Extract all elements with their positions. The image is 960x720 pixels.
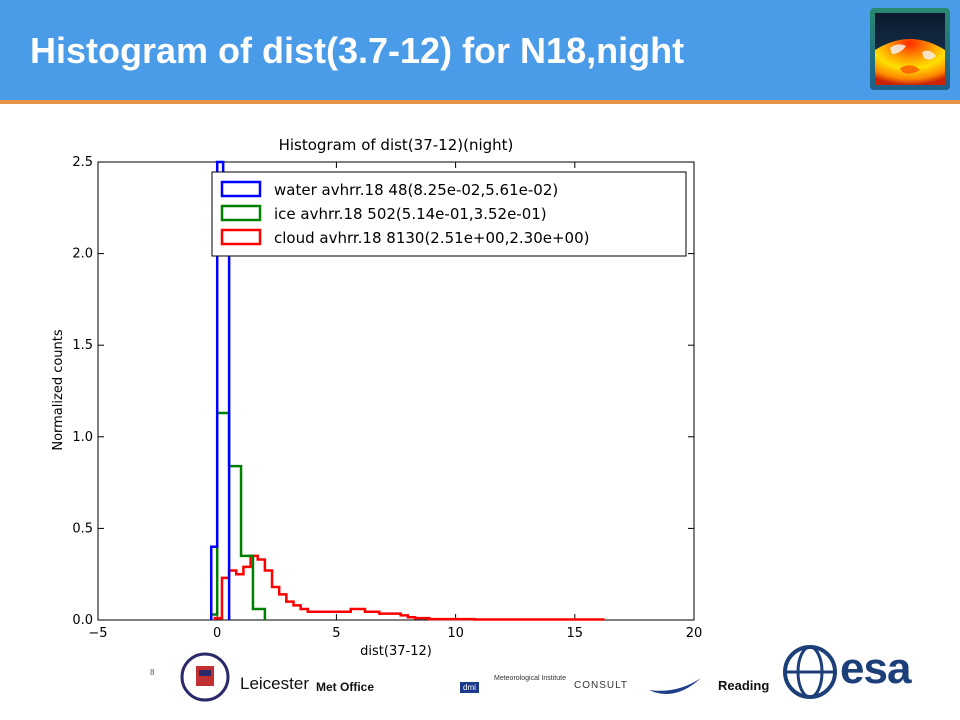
y-tick-label: 2.0 (72, 247, 93, 262)
x-tick-label: 5 (332, 626, 340, 641)
histogram-chart: Histogram of dist(37-12)(night) Normaliz… (40, 128, 720, 668)
met-office-logo: Met Office (316, 680, 375, 694)
histogram-series-1 (209, 411, 267, 620)
globe-logo-icon (870, 8, 950, 90)
slide-number: 8 (150, 668, 155, 677)
swoosh-logo-icon (649, 678, 701, 694)
edinburgh-crest-icon (180, 652, 230, 702)
y-tick-label: 2.5 (72, 155, 93, 170)
x-tick-label: 10 (447, 626, 464, 641)
legend-swatch (220, 204, 262, 222)
legend-swatch (220, 228, 262, 246)
y-tick-label: 1.0 (72, 430, 93, 445)
leicester-logo: Leicester (240, 674, 309, 693)
legend-label: water avhrr.18 48(8.25e-02,5.61e-02) (274, 181, 558, 199)
y-tick-label: 0.5 (72, 521, 93, 536)
histogram-series-2 (213, 554, 605, 621)
slide-title: Histogram of dist(3.7-12) for N18,night (30, 30, 685, 71)
legend: water avhrr.18 48(8.25e-02,5.61e-02) ice … (211, 171, 687, 257)
esa-globe-icon (783, 645, 837, 699)
footer-logo-strip: 8 Leicester Met Office dmi Meteorologica… (150, 640, 960, 720)
y-tick-label: 0.0 (72, 613, 93, 628)
reading-logo: Reading (718, 678, 770, 693)
y-tick-label: 1.5 (72, 338, 93, 353)
chart-title: Histogram of dist(37-12)(night) (279, 136, 514, 154)
dmi-logo: dmi (460, 682, 479, 693)
header-bar (0, 0, 960, 100)
x-axis-label: dist(37-12) (360, 644, 432, 659)
consult-logo: CONSULT (574, 680, 629, 691)
header-underline (0, 100, 960, 104)
legend-label: cloud avhrr.18 8130(2.51e+00,2.30e+00) (274, 229, 590, 247)
x-tick-label: 0 (213, 626, 221, 641)
x-tick-label: 15 (567, 626, 584, 641)
x-tick-label: 20 (686, 626, 703, 641)
esa-logo: esa (840, 644, 911, 693)
met-no-logo: Meteorological Institute (494, 675, 566, 682)
x-tick-label: −5 (88, 626, 107, 641)
legend-box (211, 171, 687, 257)
y-axis-label: Normalized counts (51, 329, 66, 451)
legend-label: ice avhrr.18 502(5.14e-01,3.52e-01) (274, 205, 547, 223)
legend-swatch (220, 180, 262, 198)
